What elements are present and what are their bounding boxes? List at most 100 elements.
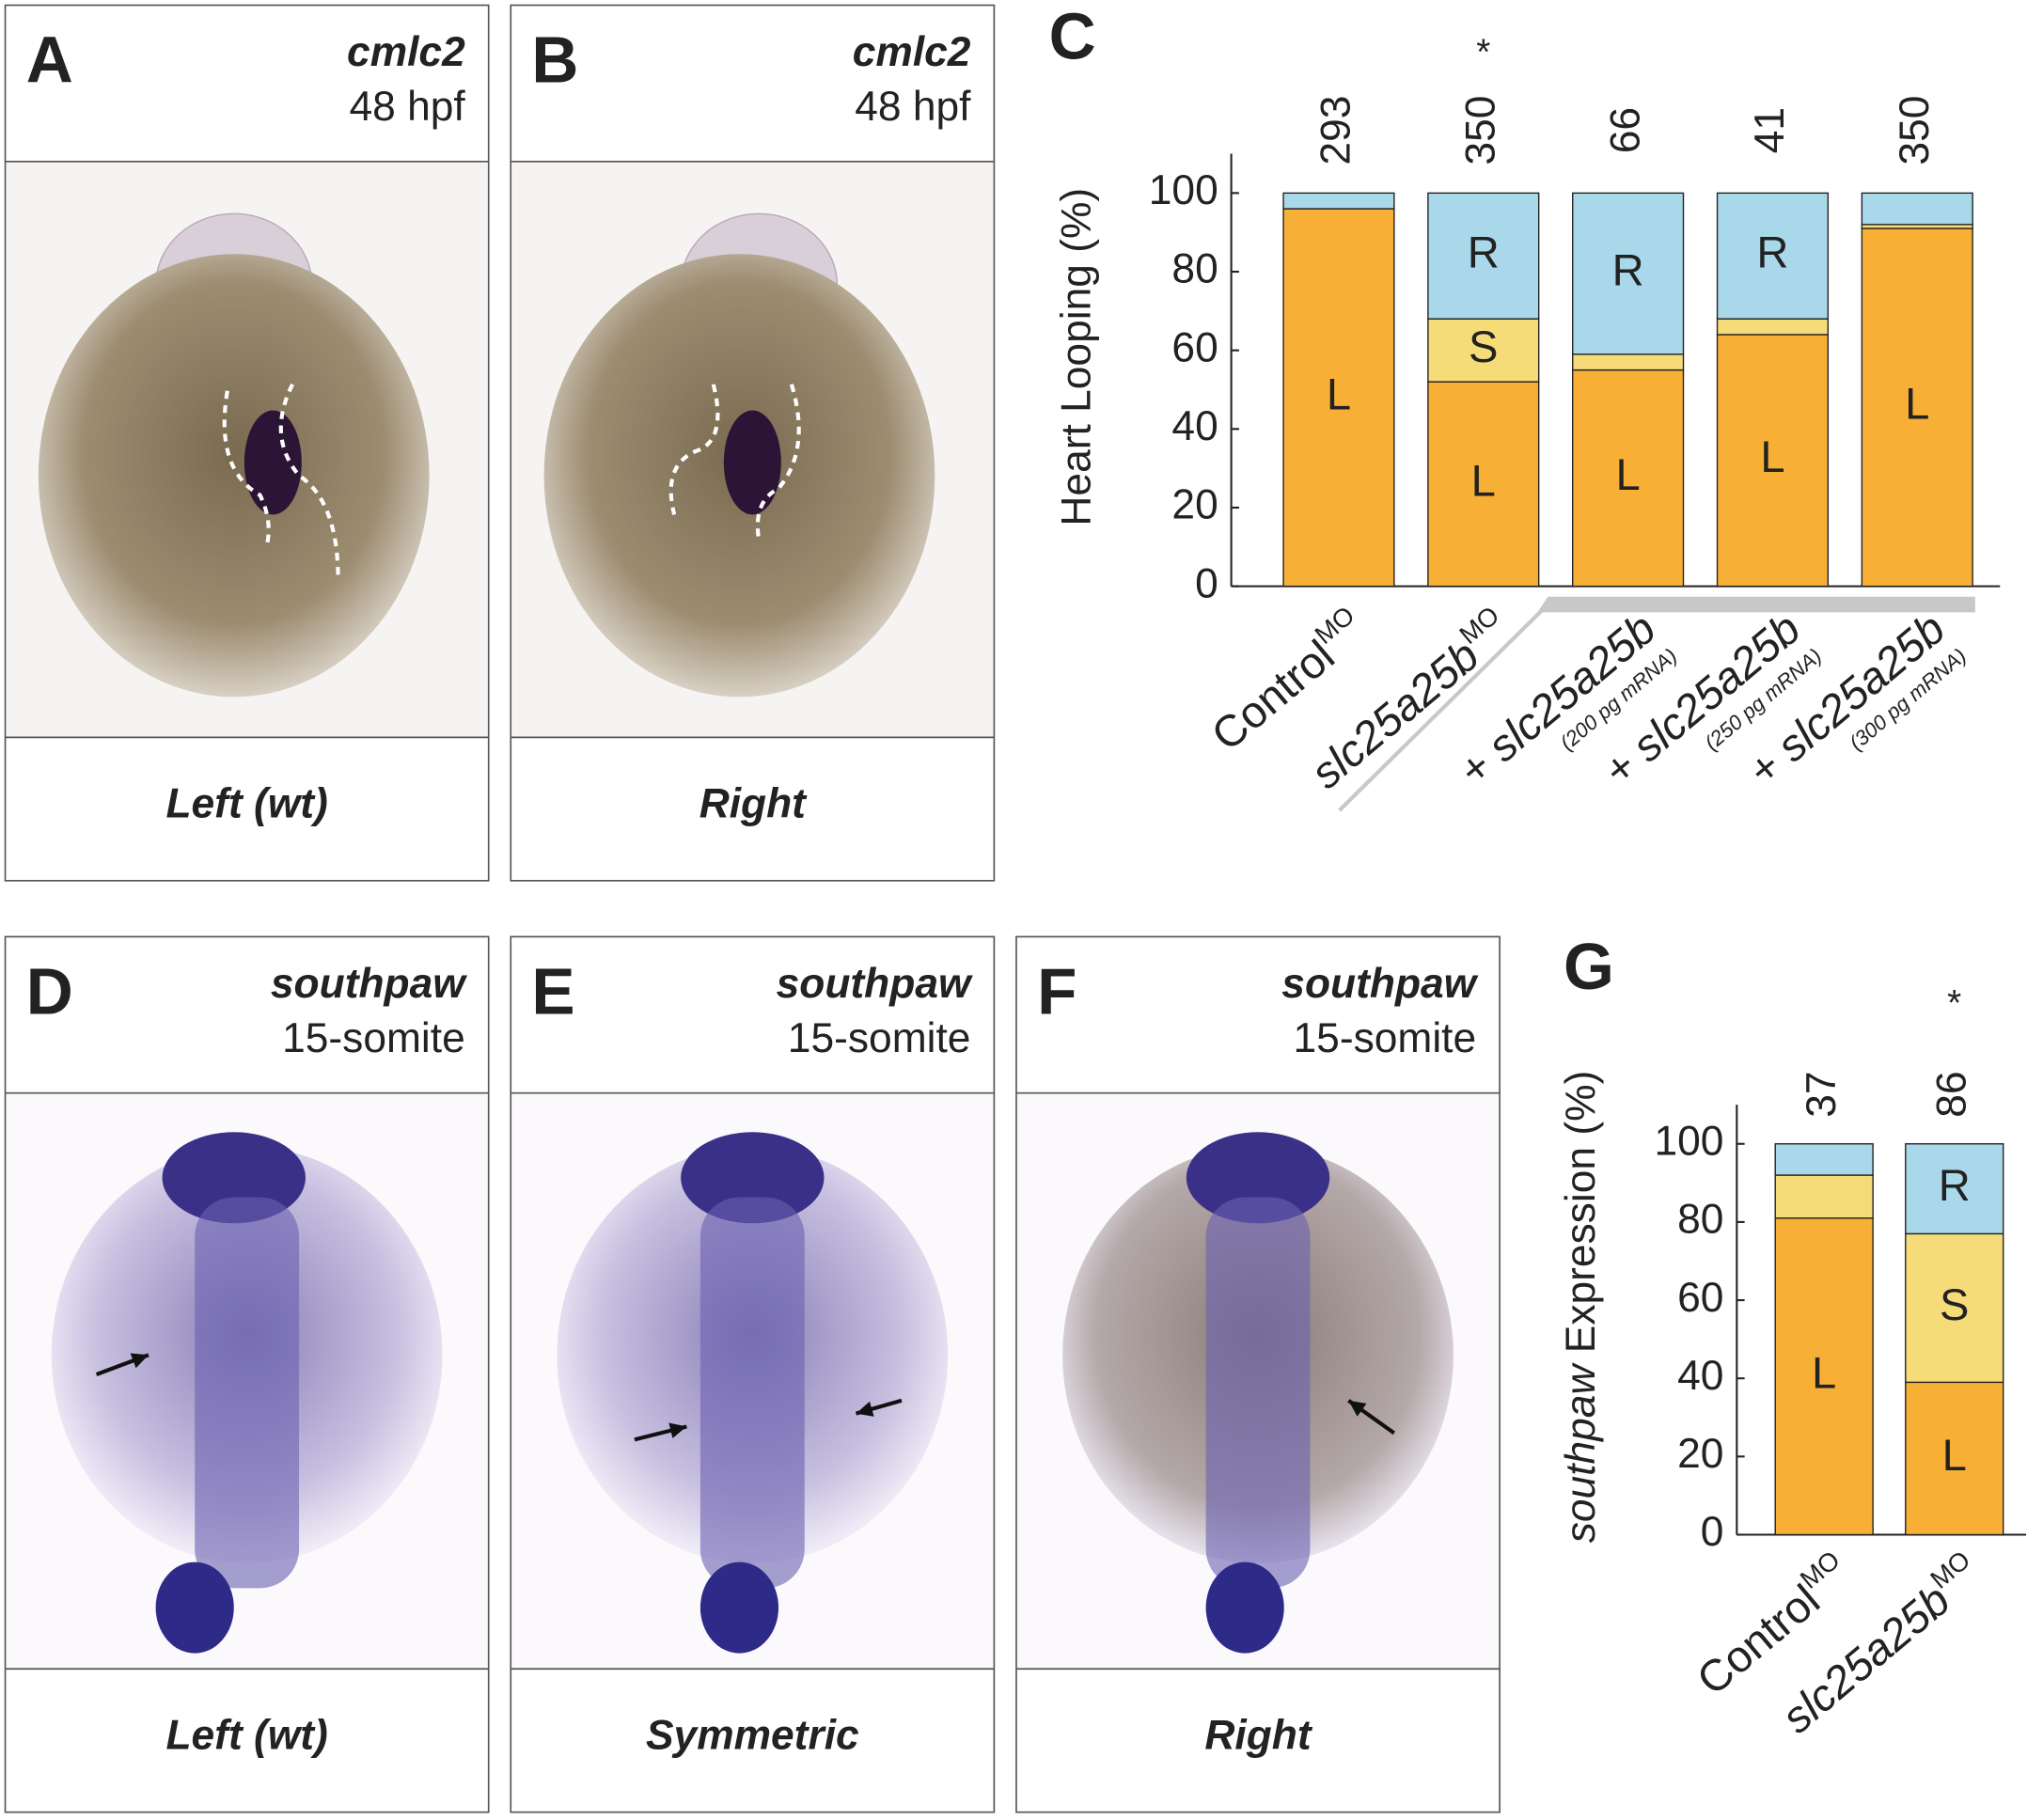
embryo-axis <box>1205 1197 1311 1589</box>
segment-label: S <box>1940 1279 1969 1329</box>
panel-letter: E <box>531 954 574 1028</box>
bar-segment <box>1861 228 1973 588</box>
bar-segment <box>1572 353 1685 371</box>
bracket-line <box>1338 603 1549 812</box>
y-tick-label: 60 <box>1171 324 1218 370</box>
y-tick-label: 40 <box>1677 1353 1723 1399</box>
embryo-tail <box>155 1561 234 1654</box>
segment-label: L <box>1942 1430 1967 1480</box>
caption: Right <box>699 781 808 827</box>
embryo-axis <box>195 1197 300 1589</box>
segment-label: L <box>1905 379 1929 429</box>
arrow-head <box>130 1353 149 1369</box>
segment-label: R <box>1468 228 1500 277</box>
count-label: 37 <box>1799 1071 1845 1117</box>
embryo-head <box>1186 1132 1330 1224</box>
arrow-head <box>856 1401 874 1417</box>
segment-label: R <box>1939 1160 1971 1210</box>
gene-name: cmlc2 <box>347 29 465 75</box>
embryo-yolk <box>38 254 430 698</box>
count-label: 350 <box>1892 96 1938 165</box>
bracket <box>1537 596 1975 613</box>
bar-segment <box>1716 318 1830 336</box>
segment-label: L <box>1471 455 1496 505</box>
embryo-head <box>681 1132 825 1224</box>
embryo-tail <box>1205 1561 1284 1654</box>
bar-segment <box>1774 1217 1874 1536</box>
y-tick-label: 20 <box>1677 1431 1723 1477</box>
y-axis-label-text: Heart Looping (%) <box>1053 188 1099 526</box>
gene-name: southpaw <box>1281 961 1478 1007</box>
bar-segment <box>1282 192 1395 210</box>
y-tick-label: 20 <box>1171 482 1218 528</box>
heart <box>723 410 781 515</box>
embryo-axis <box>699 1197 805 1589</box>
y-axis-label: southpaw Expression (%) <box>1558 1071 1604 1544</box>
segment-label: R <box>1756 228 1788 277</box>
y-tick-label: 80 <box>1677 1197 1723 1243</box>
count-label: 293 <box>1313 96 1359 165</box>
segment-label: S <box>1469 322 1498 371</box>
significance: * <box>1476 32 1490 72</box>
bar-segment <box>1774 1143 1874 1176</box>
gene-name: southpaw <box>777 961 973 1007</box>
segment-label: L <box>1760 431 1784 481</box>
category: Control <box>1202 630 1344 760</box>
chart-letter: C <box>1049 0 1096 73</box>
gene-name: cmlc2 <box>853 29 971 75</box>
bar-segment <box>1905 1143 2004 1235</box>
heart-outline <box>668 384 801 541</box>
heart <box>244 410 302 515</box>
y-tick-label: 60 <box>1677 1275 1723 1321</box>
significance: * <box>1947 983 1961 1024</box>
bar-segment <box>1572 192 1685 355</box>
stage: 15-somite <box>282 1015 465 1061</box>
y-axis-label-text: Expression (%) <box>1558 1071 1604 1354</box>
y-tick-label: 100 <box>1149 167 1218 213</box>
gene-name: southpaw <box>271 961 467 1007</box>
y-tick-label: 80 <box>1171 246 1218 292</box>
y-tick-label: 40 <box>1171 403 1218 449</box>
caption: Symmetric <box>646 1712 859 1758</box>
bar-segment <box>1572 369 1685 588</box>
panel-letter: B <box>531 24 578 97</box>
y-tick-label: 0 <box>1701 1509 1724 1555</box>
segment-label: L <box>1812 1348 1836 1398</box>
chart-letter: G <box>1564 930 1614 1003</box>
panel-letter: F <box>1037 954 1077 1028</box>
y-tick-label: 100 <box>1654 1118 1723 1164</box>
stage: 48 hpf <box>350 84 466 130</box>
bar-segment <box>1282 208 1395 588</box>
count-label: 350 <box>1457 96 1503 165</box>
bar-segment <box>1427 381 1540 588</box>
count-label: 86 <box>1928 1071 1974 1117</box>
y-axis-label-italic: southpaw <box>1558 1362 1604 1544</box>
panel-letter: D <box>26 954 73 1028</box>
bar-segment <box>1427 318 1540 383</box>
caption: Left (wt) <box>165 781 327 827</box>
count-label: 66 <box>1602 107 1648 153</box>
bar-segment <box>1861 192 1973 226</box>
bar-segment <box>1427 192 1540 320</box>
embryo-tail <box>699 1561 779 1654</box>
stage: 15-somite <box>788 1015 971 1061</box>
y-axis-label: Heart Looping (%) <box>1053 188 1099 526</box>
y-tick-label: 0 <box>1195 560 1218 606</box>
caption: Left (wt) <box>165 1712 327 1758</box>
caption: Right <box>1204 1712 1312 1758</box>
arrow-head <box>668 1422 687 1438</box>
segment-label: L <box>1327 369 1351 418</box>
heart-outline <box>222 383 340 580</box>
bar-segment <box>1774 1174 1874 1219</box>
stage: 15-somite <box>1294 1015 1477 1061</box>
segment-label: R <box>1612 245 1644 295</box>
stage: 48 hpf <box>855 84 971 130</box>
count-label: 41 <box>1747 107 1793 153</box>
bar-segment <box>1716 192 1830 320</box>
segment-label: L <box>1616 449 1641 499</box>
arrow-head <box>1348 1400 1367 1417</box>
panel-letter: A <box>26 24 73 97</box>
bar-segment <box>1716 334 1830 588</box>
